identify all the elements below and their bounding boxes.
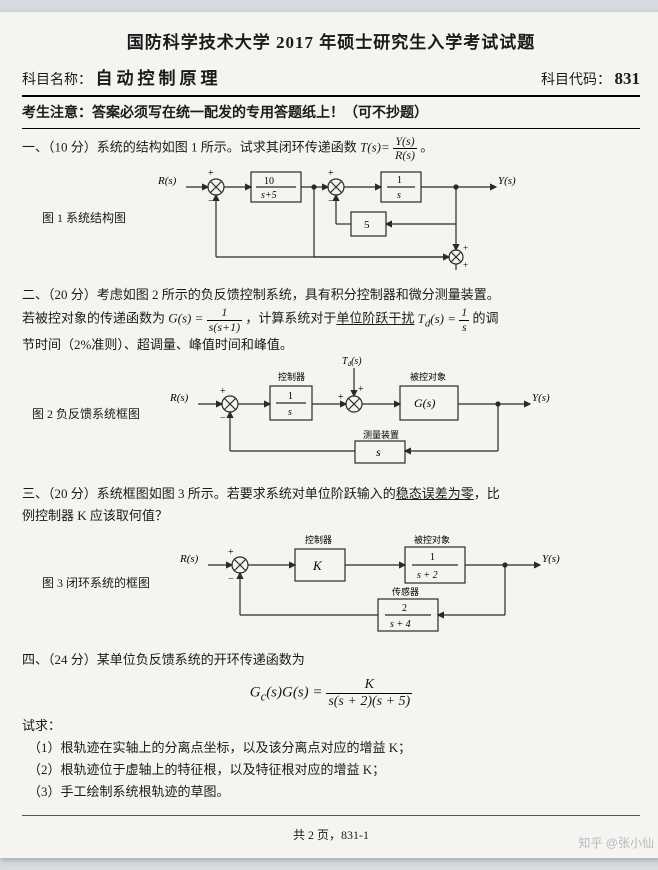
code-label: 科目代码： 831 (541, 66, 640, 92)
footer-rule (22, 815, 640, 816)
svg-text:10: 10 (264, 176, 274, 187)
q4-sub2: （2）根轨迹位于虚轴上的特征根，以及特征根对应的增益 K； (28, 759, 640, 781)
svg-text:+: + (463, 260, 468, 270)
svg-text:被控对象: 被控对象 (410, 371, 446, 382)
q1-text: 一、（10 分）系统的结构如图 1 所示。试求其闭环传递函数 T(s)= Y(s… (22, 135, 640, 162)
q4-try: 试求： (22, 715, 640, 737)
svg-text:Y(s): Y(s) (542, 553, 560, 565)
subject-label: 科目名称： 自动控制原理 (22, 66, 222, 92)
question-1: 一、（10 分）系统的结构如图 1 所示。试求其闭环传递函数 T(s)= Y(s… (22, 135, 640, 272)
svg-text:控制器: 控制器 (278, 371, 305, 382)
svg-text:被控对象: 被控对象 (414, 534, 450, 545)
svg-text:s + 2: s + 2 (417, 570, 438, 581)
svg-text:s: s (288, 407, 292, 418)
q2-line1: 二、（20 分）考虑如图 2 所示的负反馈控制系统，具有积分控制器和微分测量装置… (22, 284, 640, 306)
svg-text:s: s (397, 190, 401, 201)
code-value: 831 (615, 69, 641, 88)
svg-text:5: 5 (364, 219, 370, 231)
svg-text:1: 1 (288, 391, 293, 402)
q1-caption: 图 1 系统结构图 (42, 209, 126, 227)
q2-caption: 图 2 负反馈系统框图 (32, 405, 140, 423)
q1-diagram: R(s) + − 10 s+5 + − (156, 162, 516, 272)
q1-fraction: Y(s) R(s) (393, 135, 417, 162)
page-title: 国防科学技术大学 2017 年硕士研究生入学考试试题 (22, 30, 640, 56)
question-2: 二、（20 分）考虑如图 2 所示的负反馈控制系统，具有积分控制器和微分测量装置… (22, 284, 640, 471)
svg-text:+: + (328, 168, 334, 179)
q3-diagram: R(s) + − 控制器 K 被控对象 1 s + 2 Y(s) (180, 527, 560, 637)
svg-text:s: s (376, 445, 381, 459)
q2-line2: 若被控对象的传递函数为 G(s) = 1 s(s+1) ，计算系统对于单位阶跃干… (22, 306, 640, 333)
q4-line1: 四、（24 分）某单位负反馈系统的开环传递函数为 (22, 649, 640, 671)
svg-text:1: 1 (397, 175, 402, 186)
header-row: 科目名称： 自动控制原理 科目代码： 831 (22, 66, 640, 98)
q3-diagram-row: 图 3 闭环系统的框图 R(s) + − 控制器 K 被控对象 1 (22, 527, 640, 637)
q3-line2: 例控制器 K 应该取何值？ (22, 505, 640, 527)
svg-text:R(s): R(s) (180, 553, 199, 565)
svg-text:s + 4: s + 4 (390, 619, 411, 630)
svg-text:G(s): G(s) (414, 396, 435, 410)
q4-sub3: （3）手工绘制系统根轨迹的草图。 (28, 781, 640, 803)
svg-text:传感器: 传感器 (392, 586, 419, 597)
svg-text:−: − (328, 196, 334, 207)
svg-text:K: K (312, 558, 323, 573)
svg-text:+: + (463, 243, 468, 253)
svg-text:+: + (338, 392, 344, 403)
svg-text:1: 1 (430, 552, 435, 563)
svg-text:−: − (228, 574, 234, 585)
question-4: 四、（24 分）某单位负反馈系统的开环传递函数为 Gc(s)G(s) = K s… (22, 649, 640, 803)
q4-formula: Gc(s)G(s) = K s(s + 2)(s + 5) (22, 677, 640, 709)
svg-text:Y(s): Y(s) (498, 175, 516, 187)
question-3: 三、（20 分）系统框图如图 3 所示。若要求系统对单位阶跃输入的稳态误差为零，… (22, 483, 640, 637)
svg-text:s+5: s+5 (261, 190, 277, 201)
svg-text:+: + (208, 168, 214, 179)
q3-line1: 三、（20 分）系统框图如图 3 所示。若要求系统对单位阶跃输入的稳态误差为零，… (22, 483, 640, 505)
svg-text:R(s): R(s) (157, 175, 177, 187)
q3-caption: 图 3 闭环系统的框图 (42, 574, 150, 592)
svg-text:测量装置: 测量装置 (363, 429, 399, 440)
q2-diagram-row: 图 2 负反馈系统框图 R(s) + − 控制器 1 s (22, 356, 640, 471)
svg-text:Y(s): Y(s) (532, 392, 550, 404)
svg-text:Td(s): Td(s) (342, 356, 362, 368)
notice: 考生注意：答案必须写在统一配发的专用答题纸上！（可不抄题） (22, 101, 640, 129)
exam-page: 国防科学技术大学 2017 年硕士研究生入学考试试题 科目名称： 自动控制原理 … (0, 12, 658, 858)
q2-diagram: R(s) + − 控制器 1 s + + (170, 356, 550, 471)
q1-diagram-row: 图 1 系统结构图 R(s) + − 10 s+5 (22, 162, 640, 272)
watermark: 知乎 @张小仙 (578, 834, 654, 852)
subject-name: 自动控制原理 (96, 69, 222, 88)
svg-text:+: + (358, 384, 364, 395)
svg-text:+: + (220, 386, 226, 397)
svg-text:2: 2 (402, 603, 407, 614)
q4-sub1: （1）根轨迹在实轴上的分离点坐标，以及该分离点对应的增益 K； (28, 737, 640, 759)
q2-line3: 节时间（2%准则）、超调量、峰值时间和峰值。 (22, 334, 640, 356)
svg-text:R(s): R(s) (170, 392, 189, 404)
svg-text:−: − (208, 196, 214, 207)
footer: 共 2 页，831-1 (22, 826, 640, 844)
svg-text:+: + (228, 547, 234, 558)
svg-text:控制器: 控制器 (305, 534, 332, 545)
svg-text:−: − (220, 413, 226, 424)
